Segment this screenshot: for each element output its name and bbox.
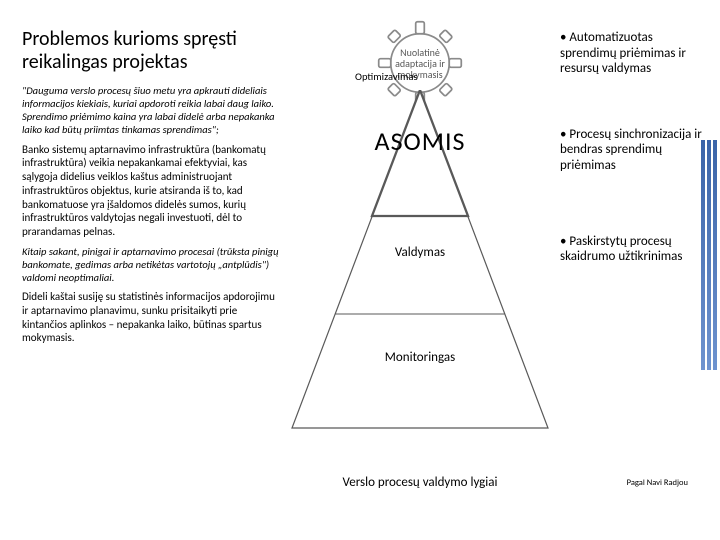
paragraph-2: Kitaip sakant, pinigai ir aptarnavimo pr… (22, 245, 282, 284)
pyramid-caption: Verslo procesų valdymo lygiai (290, 475, 550, 490)
page-title: Problemos kurioms spręsti reikalingas pr… (22, 28, 282, 74)
source-credit: Pagal Navi Radjou (627, 478, 688, 488)
quote-text: "Dauguma verslo procesų šiuo metu yra ap… (22, 84, 282, 137)
pyramid-diagram: Nuolatinė adaptacija ir mokymasis Optimi… (290, 20, 550, 460)
pyramid-label-middle: Valdymas (290, 245, 550, 260)
effort-bars (701, 140, 717, 370)
pyramid-acronym: ASOMIS (290, 125, 550, 157)
left-column: Problemos kurioms spręsti reikalingas pr… (22, 28, 282, 351)
paragraph-3: Dideli kaštai susiję su statistinės info… (22, 290, 282, 345)
paragraph-1: Banko sistemų aptarnavimo infrastruktūra… (22, 143, 282, 239)
pyramid-label-top: Optimizavimas (355, 70, 418, 83)
bullet-2: • Procesų sinchronizacija ir bendras spr… (560, 127, 705, 174)
bullet-1: • Automatizuotas sprendimų priėmimas ir … (560, 30, 705, 77)
right-column: • Automatizuotas sprendimų priėmimas ir … (560, 30, 705, 315)
pyramid-label-bottom: Monitoringas (290, 350, 550, 365)
bullet-3: • Paskirstytų procesų skaidrumo užtikrin… (560, 234, 705, 265)
